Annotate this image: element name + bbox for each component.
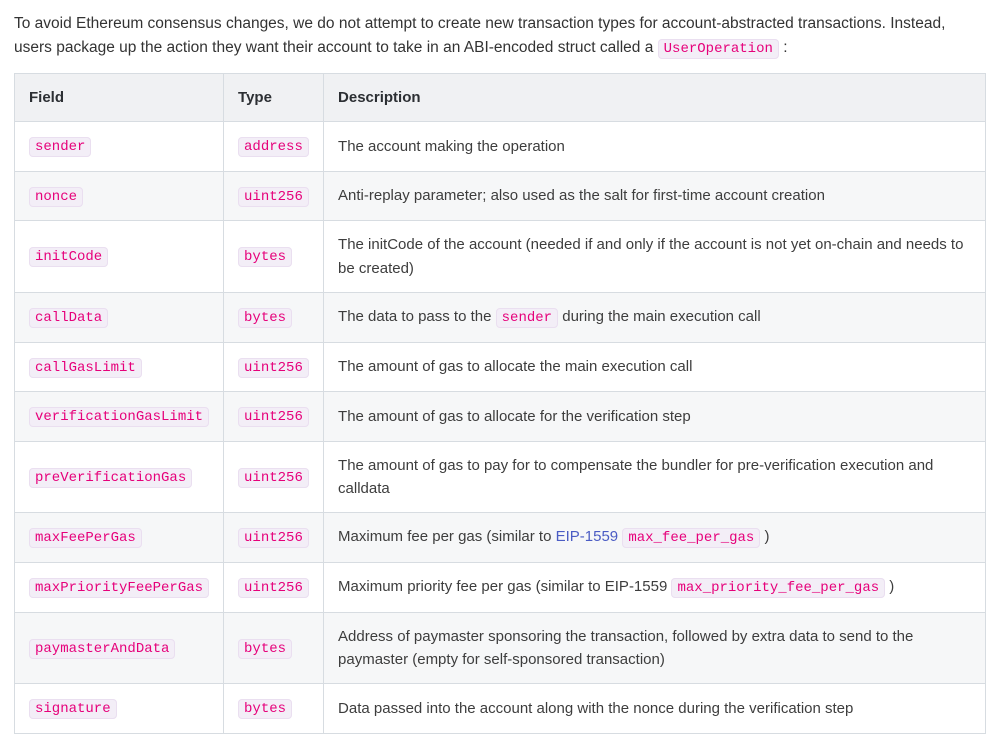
cell-field: nonce <box>15 171 224 221</box>
table-row: verificationGasLimit uint256 The amount of… <box>15 392 986 442</box>
cell-description: The account making the operation <box>324 121 986 171</box>
intro-text-before: To avoid Ethereum consensus changes, we … <box>14 15 945 56</box>
type-code: uint256 <box>238 468 309 488</box>
intro-paragraph: To avoid Ethereum consensus changes, we … <box>14 12 986 61</box>
cell-type: uint256 <box>224 563 324 613</box>
type-code: bytes <box>238 699 292 719</box>
table-row: maxPriorityFeePerGas uint256 Maximum prior… <box>15 563 986 613</box>
table-header-row: Field Type Description <box>15 73 986 121</box>
cell-field: preVerificationGas <box>15 441 224 513</box>
type-code: bytes <box>238 639 292 659</box>
type-code: uint256 <box>238 578 309 598</box>
cell-field: sender <box>15 121 224 171</box>
desc-code: max_fee_per_gas <box>622 528 760 548</box>
type-code: bytes <box>238 308 292 328</box>
intro-code: UserOperation <box>658 39 779 59</box>
cell-type: bytes <box>224 292 324 342</box>
field-code: maxPriorityFeePerGas <box>29 578 209 598</box>
cell-description: The amount of gas to pay for to compensa… <box>324 441 986 513</box>
type-code: uint256 <box>238 187 309 207</box>
cell-field: paymasterAndData <box>15 612 224 684</box>
type-code: uint256 <box>238 528 309 548</box>
cell-type: uint256 <box>224 392 324 442</box>
table-row: preVerificationGas uint256 The amount of g… <box>15 441 986 513</box>
cell-description: The amount of gas to allocate the main e… <box>324 342 986 392</box>
field-code: signature <box>29 699 117 719</box>
field-code: callData <box>29 308 108 328</box>
cell-type: bytes <box>224 221 324 293</box>
cell-type: uint256 <box>224 342 324 392</box>
cell-type: address <box>224 121 324 171</box>
type-code: uint256 <box>238 358 309 378</box>
eip-link[interactable]: EIP-1559 <box>556 528 619 545</box>
cell-description: Maximum priority fee per gas (similar to… <box>324 563 986 613</box>
cell-type: uint256 <box>224 513 324 563</box>
cell-type: uint256 <box>224 441 324 513</box>
field-code: initCode <box>29 247 108 267</box>
field-code: preVerificationGas <box>29 468 192 488</box>
table-row: paymasterAndData bytes Address of paymaste… <box>15 612 986 684</box>
cell-description: Maximum fee per gas (similar to EIP-1559… <box>324 513 986 563</box>
table-row: maxFeePerGas uint256 Maximum fee per gas (… <box>15 513 986 563</box>
cell-field: maxPriorityFeePerGas <box>15 563 224 613</box>
field-code: nonce <box>29 187 83 207</box>
cell-description: Data passed into the account along with … <box>324 684 986 734</box>
cell-field: verificationGasLimit <box>15 392 224 442</box>
type-code: bytes <box>238 247 292 267</box>
cell-type: uint256 <box>224 171 324 221</box>
cell-description: Anti-replay parameter; also used as the … <box>324 171 986 221</box>
field-code: callGasLimit <box>29 358 142 378</box>
cell-description: The data to pass to the sender during th… <box>324 292 986 342</box>
type-code: uint256 <box>238 407 309 427</box>
table-row: initCode bytes The initCode of the account… <box>15 221 986 293</box>
field-code: sender <box>29 137 91 157</box>
header-type: Type <box>224 73 324 121</box>
table-row: nonce uint256 Anti-replay parameter; also … <box>15 171 986 221</box>
field-code: verificationGasLimit <box>29 407 209 427</box>
cell-field: signature <box>15 684 224 734</box>
cell-type: bytes <box>224 684 324 734</box>
table-body: sender address The account making the oper… <box>15 121 986 733</box>
cell-field: maxFeePerGas <box>15 513 224 563</box>
table-row: signature bytes Data passed into the accou… <box>15 684 986 734</box>
cell-description: The initCode of the account (needed if a… <box>324 221 986 293</box>
header-description: Description <box>324 73 986 121</box>
header-field: Field <box>15 73 224 121</box>
useroperation-table: Field Type Description sender address The … <box>14 73 986 734</box>
cell-field: callGasLimit <box>15 342 224 392</box>
cell-description: The amount of gas to allocate for the ve… <box>324 392 986 442</box>
table-row: callGasLimit uint256 The amount of gas to … <box>15 342 986 392</box>
intro-text-after: : <box>783 39 787 56</box>
desc-code: max_priority_fee_per_gas <box>671 578 885 598</box>
cell-type: bytes <box>224 612 324 684</box>
field-code: paymasterAndData <box>29 639 175 659</box>
cell-field: initCode <box>15 221 224 293</box>
cell-description: Address of paymaster sponsoring the tran… <box>324 612 986 684</box>
desc-code: sender <box>496 308 558 328</box>
type-code: address <box>238 137 309 157</box>
table-row: sender address The account making the oper… <box>15 121 986 171</box>
cell-field: callData <box>15 292 224 342</box>
field-code: maxFeePerGas <box>29 528 142 548</box>
table-row: callData bytes The data to pass to the sen… <box>15 292 986 342</box>
